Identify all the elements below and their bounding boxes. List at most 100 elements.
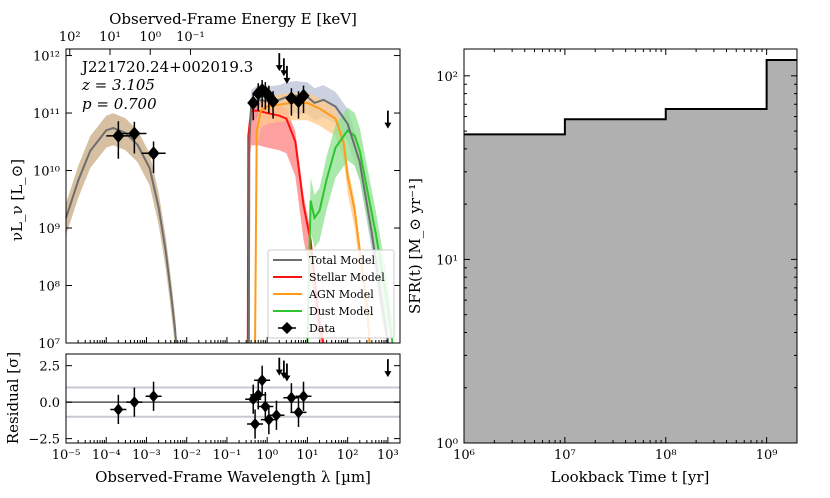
x-tick-label: 10³ [377,448,399,463]
residual-y-tick-label: 2.5 [39,360,60,375]
residual-point-marker [148,390,159,403]
band-agn-model [255,92,370,343]
residual-point [283,383,300,413]
sfh-area [464,58,797,444]
upper-limits [275,53,392,129]
sfh-y-tick-label: 10² [436,70,458,85]
annotation-probability: p = 0.700 [82,95,157,113]
residual-upper-limit-arrow [275,357,283,376]
residual-y-tick-label: −2.5 [28,433,60,448]
residual-upper-limit-arrow-head [384,371,392,378]
legend: Total Model Stellar Model AGN Model Dust… [267,249,395,339]
upper-limit-arrow-head [384,122,392,129]
data-point [297,85,310,114]
residual-point [145,381,162,411]
legend-label-agn: AGN Model [308,288,374,301]
data-point [247,92,260,121]
y-tick-label: 10¹² [33,50,60,65]
y-tick-label: 10⁸ [38,280,60,295]
residual-upper-limit-arrow-head [275,369,283,376]
residual-point [247,409,264,439]
band-total-model [66,113,177,343]
legend-swatch-data-marker [281,322,293,334]
sed-plot-frame [65,48,401,344]
sed-panel: 10⁻⁵ 10⁻⁴ 10⁻³ 10⁻² 10⁻¹ 10⁰ 10¹ 10² 10³ 10⁷ 10⁸ 10… [8,10,401,463]
residual-upper-limit-arrow [283,363,291,382]
data-point-marker [112,128,125,143]
data-point-marker [297,88,310,103]
residual-ticks: −2.5 0.0 2.5 [28,360,400,448]
sed-ticks: 10⁻⁵ 10⁻⁴ 10⁻³ 10⁻² 10⁻¹ 10⁰ 10¹ 10² 10³ 10⁷ 10⁸ 10… [33,30,401,463]
sfh-plot-frame [463,48,798,444]
uncertainty-bands [66,81,393,344]
data-points [106,80,310,174]
residual-point [254,365,271,395]
data-point-marker [147,146,160,161]
residual-point [257,391,274,422]
y-tick-label: 10¹⁰ [33,165,60,180]
annotation-redshift: z = 3.105 [81,76,155,94]
sfh-y-axis-label: SFR(t) [M_⊙ yr⁻¹] [406,178,424,314]
y-tick-label: 10⁹ [38,222,60,237]
sfh-step-line [464,58,797,136]
x-tick-label: 10⁻¹ [213,448,242,463]
legend-label-data: Data [309,322,336,335]
residual-upper-limit-arrow-head [283,375,291,382]
sed-x-axis-label: Observed-Frame Wavelength λ [µm] [95,468,371,486]
upper-limit-arrow [384,110,392,129]
top-x-tick-label: 10⁻¹ [176,30,205,45]
x-tick-label: 10⁻² [172,448,201,463]
y-tick-label: 10⁷ [38,337,60,352]
residual-y-tick-label: 0.0 [39,396,60,411]
residual-point [250,380,267,410]
residual-point [126,387,143,417]
residual-point-marker [298,390,309,403]
data-point-marker [128,126,141,141]
residual-point-marker [263,413,274,426]
line-dust-model [306,128,394,344]
sfh-ticks: 10⁶ 10⁷ 10⁸ 10⁹ 10⁰ 10¹ 10² [436,49,798,463]
sed-y-axis-label: νL_ν [L_⊙] [8,159,26,241]
sfh-y-tick-label: 10⁰ [436,437,458,452]
legend-label-stellar: Stellar Model [309,271,385,284]
top-x-tick-label: 10⁰ [139,30,161,45]
residual-upper-limit-arrow [384,359,392,378]
x-tick-label: 10⁻³ [132,448,161,463]
line-total-model [65,126,178,344]
residual-point-marker [250,418,261,431]
residual-point-marker [257,374,268,387]
data-point [106,121,131,159]
x-tick-label: 10¹ [297,448,319,463]
sfh-x-tick-label: 10⁹ [756,448,778,463]
upper-limit-arrow [280,58,288,77]
annotation-source-name: J221720.24+002019.3 [80,58,253,76]
residual-point [295,381,312,411]
top-x-tick-label: 10¹ [99,30,121,45]
data-point [122,121,147,154]
residual-upper-limits [275,357,392,382]
band-dust-model [307,107,393,344]
y-tick-label: 10¹¹ [33,107,60,122]
line-agn-model [254,101,371,344]
sfh-x-tick-label: 10⁸ [655,448,677,463]
sfh-x-tick-label: 10⁷ [554,448,576,463]
residual-point-marker [293,406,304,419]
sfh-x-tick-label: 10⁶ [453,448,475,463]
legend-label-dust: Dust Model [309,305,374,318]
residual-point-marker [113,403,124,416]
upper-limit-arrow-head [275,65,283,72]
x-tick-label: 10⁰ [256,448,278,463]
x-tick-label: 10² [337,448,359,463]
residual-point [260,405,277,435]
residual-point-marker [248,393,259,406]
band-stellar-model [247,100,324,343]
residual-point-marker [260,400,271,413]
x-tick-label: 10⁻⁵ [52,448,81,463]
sed-top-axis-label: Observed-Frame Energy E [keV] [109,10,357,28]
upper-limit-arrow-head [283,77,291,84]
residual-point [110,394,127,425]
residual-panel: −2.5 0.0 2.5 Residual [σ] Observed-Frame W… [4,352,401,486]
data-point-marker [267,94,280,109]
residual-point-marker [286,391,297,404]
